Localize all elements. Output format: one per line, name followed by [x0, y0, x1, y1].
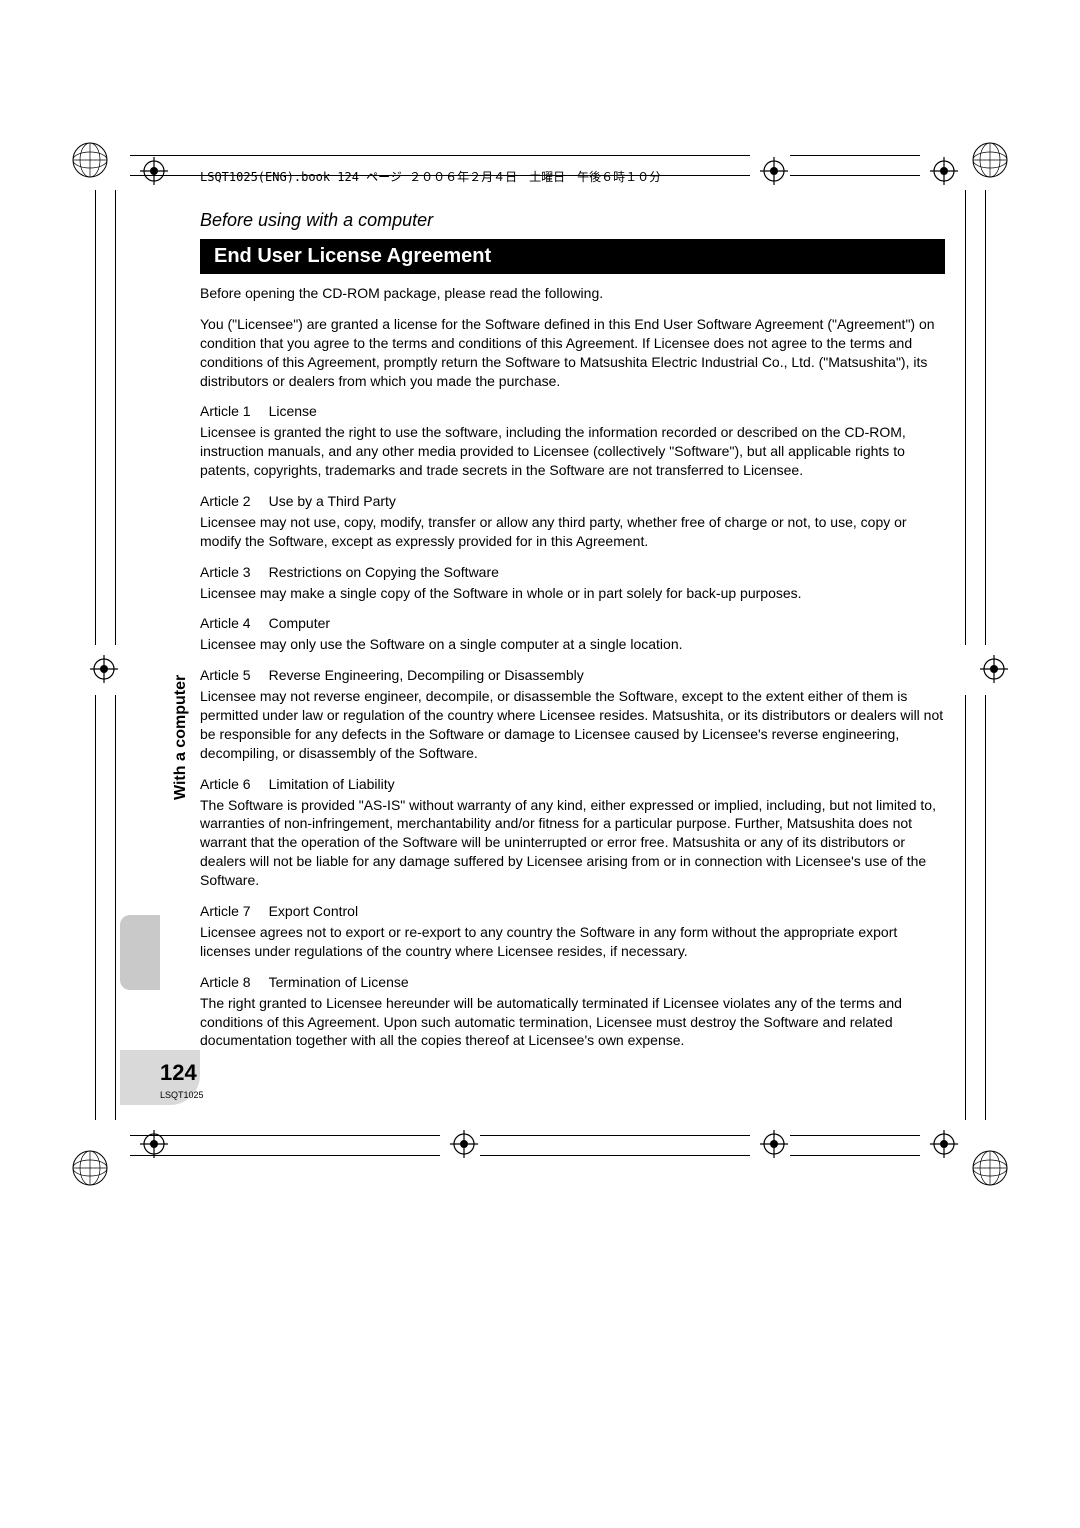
article-heading: Article 2 Use by a Third Party [200, 492, 945, 511]
frame-line [985, 695, 986, 1120]
article-title: Export Control [269, 903, 358, 919]
side-tab [120, 915, 160, 990]
frame-line [95, 190, 96, 645]
registration-mark-icon [980, 655, 1008, 683]
frame-line [115, 190, 116, 645]
section-title: End User License Agreement [200, 239, 945, 274]
article-heading: Article 5 Reverse Engineering, Decompilin… [200, 666, 945, 685]
article-heading: Article 7 Export Control [200, 902, 945, 921]
corner-mark-icon [70, 140, 110, 180]
article-block: Article 8 Termination of License The right… [200, 973, 945, 1051]
page-content: Before using with a computer End User Li… [200, 210, 945, 1062]
frame-line [790, 1155, 920, 1156]
article-label: Article 1 [200, 402, 251, 421]
article-body: Licensee agrees not to export or re-expo… [200, 923, 945, 961]
article-body: Licensee may make a single copy of the S… [200, 584, 945, 603]
corner-mark-icon [970, 140, 1010, 180]
article-title: Use by a Third Party [269, 493, 396, 509]
article-body: Licensee is granted the right to use the… [200, 423, 945, 480]
article-title: Computer [269, 615, 330, 631]
article-title: Limitation of Liability [269, 776, 395, 792]
header-metadata: LSQT1025(ENG).book 124 ページ ２００６年２月４日 土曜日… [200, 168, 661, 185]
registration-mark-icon [140, 157, 168, 185]
registration-mark-icon [930, 1130, 958, 1158]
article-heading: Article 8 Termination of License [200, 973, 945, 992]
article-label: Article 6 [200, 775, 251, 794]
registration-mark-icon [760, 1130, 788, 1158]
registration-mark-icon [450, 1130, 478, 1158]
article-body: Licensee may only use the Software on a … [200, 635, 945, 654]
article-title: Restrictions on Copying the Software [269, 564, 499, 580]
article-heading: Article 4 Computer [200, 614, 945, 633]
frame-line [480, 1135, 750, 1136]
article-label: Article 4 [200, 614, 251, 633]
section-subtitle: Before using with a computer [200, 210, 945, 231]
article-body: Licensee may not use, copy, modify, tran… [200, 513, 945, 551]
page-number: 124 [160, 1060, 197, 1086]
frame-line [130, 1135, 440, 1136]
frame-line [965, 695, 966, 1120]
article-block: Article 1 License Licensee is granted the … [200, 402, 945, 480]
side-section-label: With a computer [172, 675, 190, 800]
article-label: Article 8 [200, 973, 251, 992]
frame-line [790, 1135, 920, 1136]
article-title: License [269, 403, 317, 419]
article-label: Article 2 [200, 492, 251, 511]
document-code: LSQT1025 [160, 1090, 204, 1100]
frame-line [115, 695, 116, 1120]
article-title: Reverse Engineering, Decompiling or Disa… [269, 667, 584, 683]
frame-line [985, 190, 986, 645]
frame-line [790, 155, 920, 156]
frame-line [95, 695, 96, 1120]
corner-mark-icon [70, 1148, 110, 1188]
frame-line [130, 155, 750, 156]
preamble-paragraph: You ("Licensee") are granted a license f… [200, 315, 945, 391]
frame-line [480, 1155, 750, 1156]
article-block: Article 7 Export Control Licensee agrees n… [200, 902, 945, 961]
article-heading: Article 3 Restrictions on Copying the Sof… [200, 563, 945, 582]
body-text: Before opening the CD-ROM package, pleas… [200, 284, 945, 1050]
articles-list: Article 1 License Licensee is granted the … [200, 402, 945, 1050]
article-label: Article 3 [200, 563, 251, 582]
article-heading: Article 6 Limitation of Liability [200, 775, 945, 794]
article-block: Article 2 Use by a Third Party Licensee ma… [200, 492, 945, 551]
article-block: Article 5 Reverse Engineering, Decompilin… [200, 666, 945, 762]
article-body: Licensee may not reverse engineer, decom… [200, 687, 945, 763]
article-block: Article 3 Restrictions on Copying the Sof… [200, 563, 945, 603]
registration-mark-icon [760, 157, 788, 185]
frame-line [130, 1155, 440, 1156]
article-block: Article 6 Limitation of Liability The Soft… [200, 775, 945, 890]
intro-paragraph: Before opening the CD-ROM package, pleas… [200, 284, 945, 303]
frame-line [965, 190, 966, 645]
frame-line [790, 175, 920, 176]
article-heading: Article 1 License [200, 402, 945, 421]
corner-mark-icon [970, 1148, 1010, 1188]
article-body: The Software is provided "AS-IS" without… [200, 796, 945, 890]
article-block: Article 4 Computer Licensee may only use t… [200, 614, 945, 654]
article-body: The right granted to Licensee hereunder … [200, 994, 945, 1051]
article-label: Article 5 [200, 666, 251, 685]
registration-mark-icon [90, 655, 118, 683]
article-label: Article 7 [200, 902, 251, 921]
article-title: Termination of License [269, 974, 409, 990]
registration-mark-icon [930, 157, 958, 185]
side-label-text: With a computer [172, 675, 189, 800]
